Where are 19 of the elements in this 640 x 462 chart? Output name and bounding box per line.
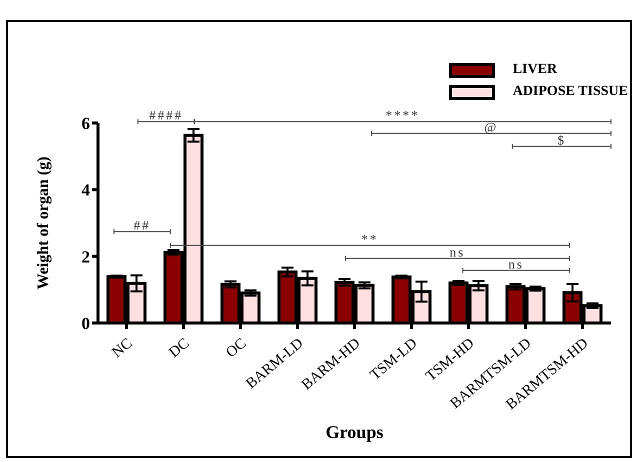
annotation: ns <box>450 244 466 260</box>
annotation: ns <box>508 256 524 272</box>
legend-label: ADIPOSE TISSUE <box>512 84 628 100</box>
legend-label: LIVER <box>512 62 558 78</box>
y-tick-label: 4 <box>82 180 90 200</box>
x-axis-title: Groups <box>326 422 384 442</box>
y-tick-label: 6 <box>82 114 90 134</box>
annotation: ## <box>134 218 151 233</box>
text: #### <box>149 108 184 123</box>
y-tick-label: 0 <box>82 314 90 334</box>
annotation: $ <box>557 132 566 148</box>
text: **** <box>386 108 420 123</box>
annotation: ** <box>361 231 378 246</box>
x-tick-label: DC <box>166 335 192 362</box>
annotation: @ <box>484 119 498 134</box>
y-axis-title: Weight of organ (g) <box>35 156 52 290</box>
y-tick-label: 2 <box>82 247 90 266</box>
x-tick-label: NC <box>109 335 136 362</box>
x-tick-label: OC <box>223 335 250 362</box>
